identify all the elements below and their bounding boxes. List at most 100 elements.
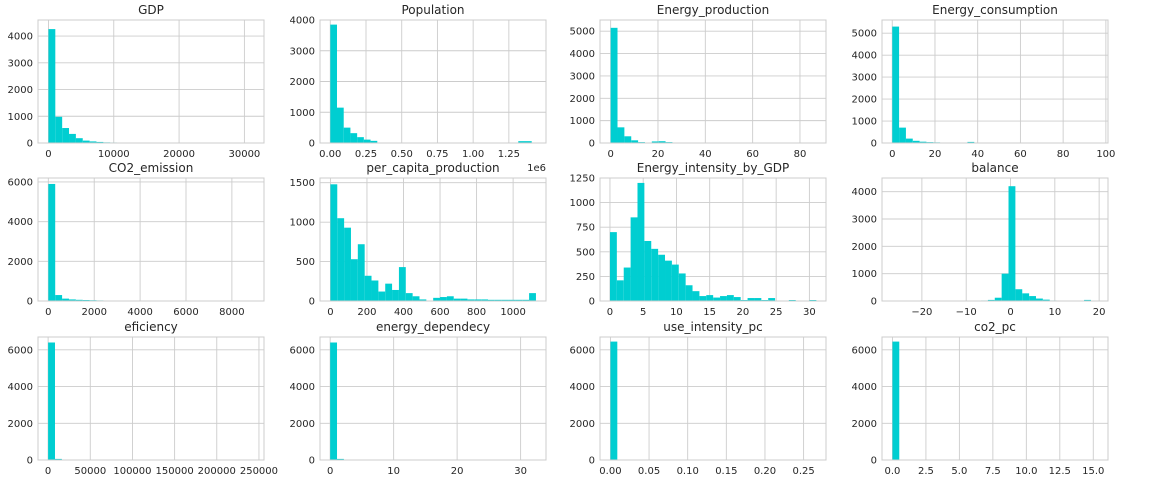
- x-tick-label: 30000: [228, 149, 260, 160]
- y-tick-label: 6000: [8, 177, 33, 188]
- histogram-bar: [1042, 299, 1050, 301]
- chart-title: energy_dependecy: [376, 320, 490, 334]
- chart-title: CO2_emission: [109, 161, 194, 175]
- chart-balance: balance −20 −10 0 10 20 0 1000 2000 3000 4000: [852, 161, 1109, 318]
- x-tick-label: 150000: [156, 466, 194, 477]
- histogram-bar: [55, 295, 63, 301]
- chart-title: Population: [401, 3, 464, 17]
- y-tick-label: 1000: [290, 218, 315, 229]
- y-tick-label: 3000: [570, 71, 595, 82]
- y-tick-label: 0: [309, 139, 315, 150]
- y-tick-label: 0: [309, 297, 315, 308]
- x-tick-label: 0: [607, 307, 613, 318]
- histogram-bar: [494, 299, 502, 301]
- histogram-bar: [474, 299, 482, 301]
- x-tick-label: 0.25: [355, 149, 377, 160]
- y-tick-label: 2000: [290, 77, 315, 88]
- chart-co2-pc: co2_pc 0.0 2.5 5.0 7.5 10.0 12.5 15.0 0 2000 4000 6…: [852, 320, 1109, 477]
- histogram-bar: [48, 29, 56, 143]
- x-tick-label: 800: [467, 307, 486, 318]
- chart-title: Energy_intensity_by_GDP: [637, 161, 790, 175]
- histogram-bar: [671, 264, 679, 301]
- plot-frame: [319, 336, 547, 461]
- histogram-bar: [768, 298, 776, 301]
- histogram-bar: [330, 24, 337, 143]
- x-tick-label: 10: [670, 307, 683, 318]
- histogram-bar: [54, 458, 62, 460]
- x-tick-label: 10.0: [1015, 466, 1037, 477]
- y-tick-label: 3000: [8, 58, 33, 69]
- histogram-bar: [487, 299, 495, 301]
- x-tick-label: 100: [1096, 149, 1115, 160]
- histogram-bar: [405, 293, 413, 301]
- histogram-bar: [370, 140, 378, 143]
- y-tick-label: 1000: [570, 198, 595, 209]
- histogram-bar: [658, 141, 666, 143]
- x-tick-label: 0.0: [884, 466, 900, 477]
- histogram-bar: [371, 280, 379, 301]
- chart-title: eficiency: [124, 320, 178, 334]
- x-tick-label: 4000: [127, 307, 152, 318]
- chart-energy-intensity-by-gdp: Energy_intensity_by_GDP 0 5 10 15 20 25 30 0 250 5…: [570, 161, 827, 318]
- histogram-bar: [82, 140, 90, 143]
- x-tick-label: 0.20: [754, 466, 776, 477]
- x-tick-label: 15.0: [1082, 466, 1104, 477]
- histogram-bar: [96, 141, 104, 143]
- x-tick-label: 2000: [81, 307, 106, 318]
- histogram-bar: [392, 289, 399, 301]
- x-tick-label: 400: [394, 307, 413, 318]
- plot-frame: [37, 19, 265, 144]
- histogram-bar: [637, 182, 645, 301]
- histogram-bar: [501, 299, 509, 301]
- x-tick-label: 40: [699, 149, 712, 160]
- plot-frame: [37, 177, 265, 302]
- histogram-bar: [692, 291, 700, 301]
- x-tick-label: −20: [911, 307, 932, 318]
- histogram-bar: [398, 267, 406, 301]
- x-tick-label: 2.5: [918, 466, 934, 477]
- y-tick-label: 3000: [852, 73, 877, 84]
- histogram-bar: [665, 260, 672, 301]
- x-tick-label: 0.50: [391, 149, 413, 160]
- histogram-bar: [89, 141, 97, 143]
- y-tick-label: 4000: [570, 382, 595, 393]
- histogram-bar: [522, 299, 530, 301]
- x-tick-label: 7.5: [985, 466, 1001, 477]
- x-tick-label: 30: [514, 466, 527, 477]
- histogram-bar: [644, 240, 652, 301]
- y-tick-label: 2000: [8, 419, 33, 430]
- x-tick-label: 10000: [98, 149, 130, 160]
- histogram-bar: [62, 128, 70, 143]
- histogram-bar: [62, 298, 69, 301]
- histogram-bar: [385, 283, 393, 301]
- plot-frame: [881, 177, 1109, 302]
- histogram-bar: [378, 291, 386, 301]
- histogram-bar: [616, 280, 624, 301]
- histogram-bar: [733, 297, 741, 301]
- y-tick-label: 0: [27, 456, 33, 467]
- histogram-bar: [623, 267, 631, 301]
- x-tick-label: 0.00: [599, 466, 621, 477]
- histogram-bar: [419, 299, 427, 301]
- y-tick-label: 2000: [8, 257, 33, 268]
- y-tick-label: 0: [589, 297, 595, 308]
- chart-energy-dependecy: energy_dependecy 0 10 20 30 0 2000 4000 6000: [290, 320, 547, 477]
- histogram-bar: [892, 341, 900, 460]
- histogram-bar: [720, 296, 727, 301]
- histogram-bar: [624, 136, 632, 143]
- histogram-bar: [364, 275, 372, 301]
- y-tick-label: 2000: [570, 94, 595, 105]
- x-axis-offset-text: 1e6: [527, 163, 546, 174]
- chart-gdp: GDP 0 10000 20000 30000 0 1000 2000 3000 4000: [8, 3, 265, 160]
- histogram-bar: [481, 299, 488, 301]
- histogram-bar: [892, 26, 900, 143]
- histogram-bar: [994, 297, 1002, 301]
- x-tick-label: −10: [956, 307, 977, 318]
- histogram-bar: [754, 298, 762, 301]
- histogram-bar: [1084, 299, 1091, 301]
- histogram-bar: [48, 183, 56, 301]
- histogram-bar: [337, 458, 344, 460]
- chart-eficiency: eficiency 0 50000 100000 150000 200000 250000 0…: [8, 320, 278, 477]
- histogram-bar: [1029, 296, 1036, 301]
